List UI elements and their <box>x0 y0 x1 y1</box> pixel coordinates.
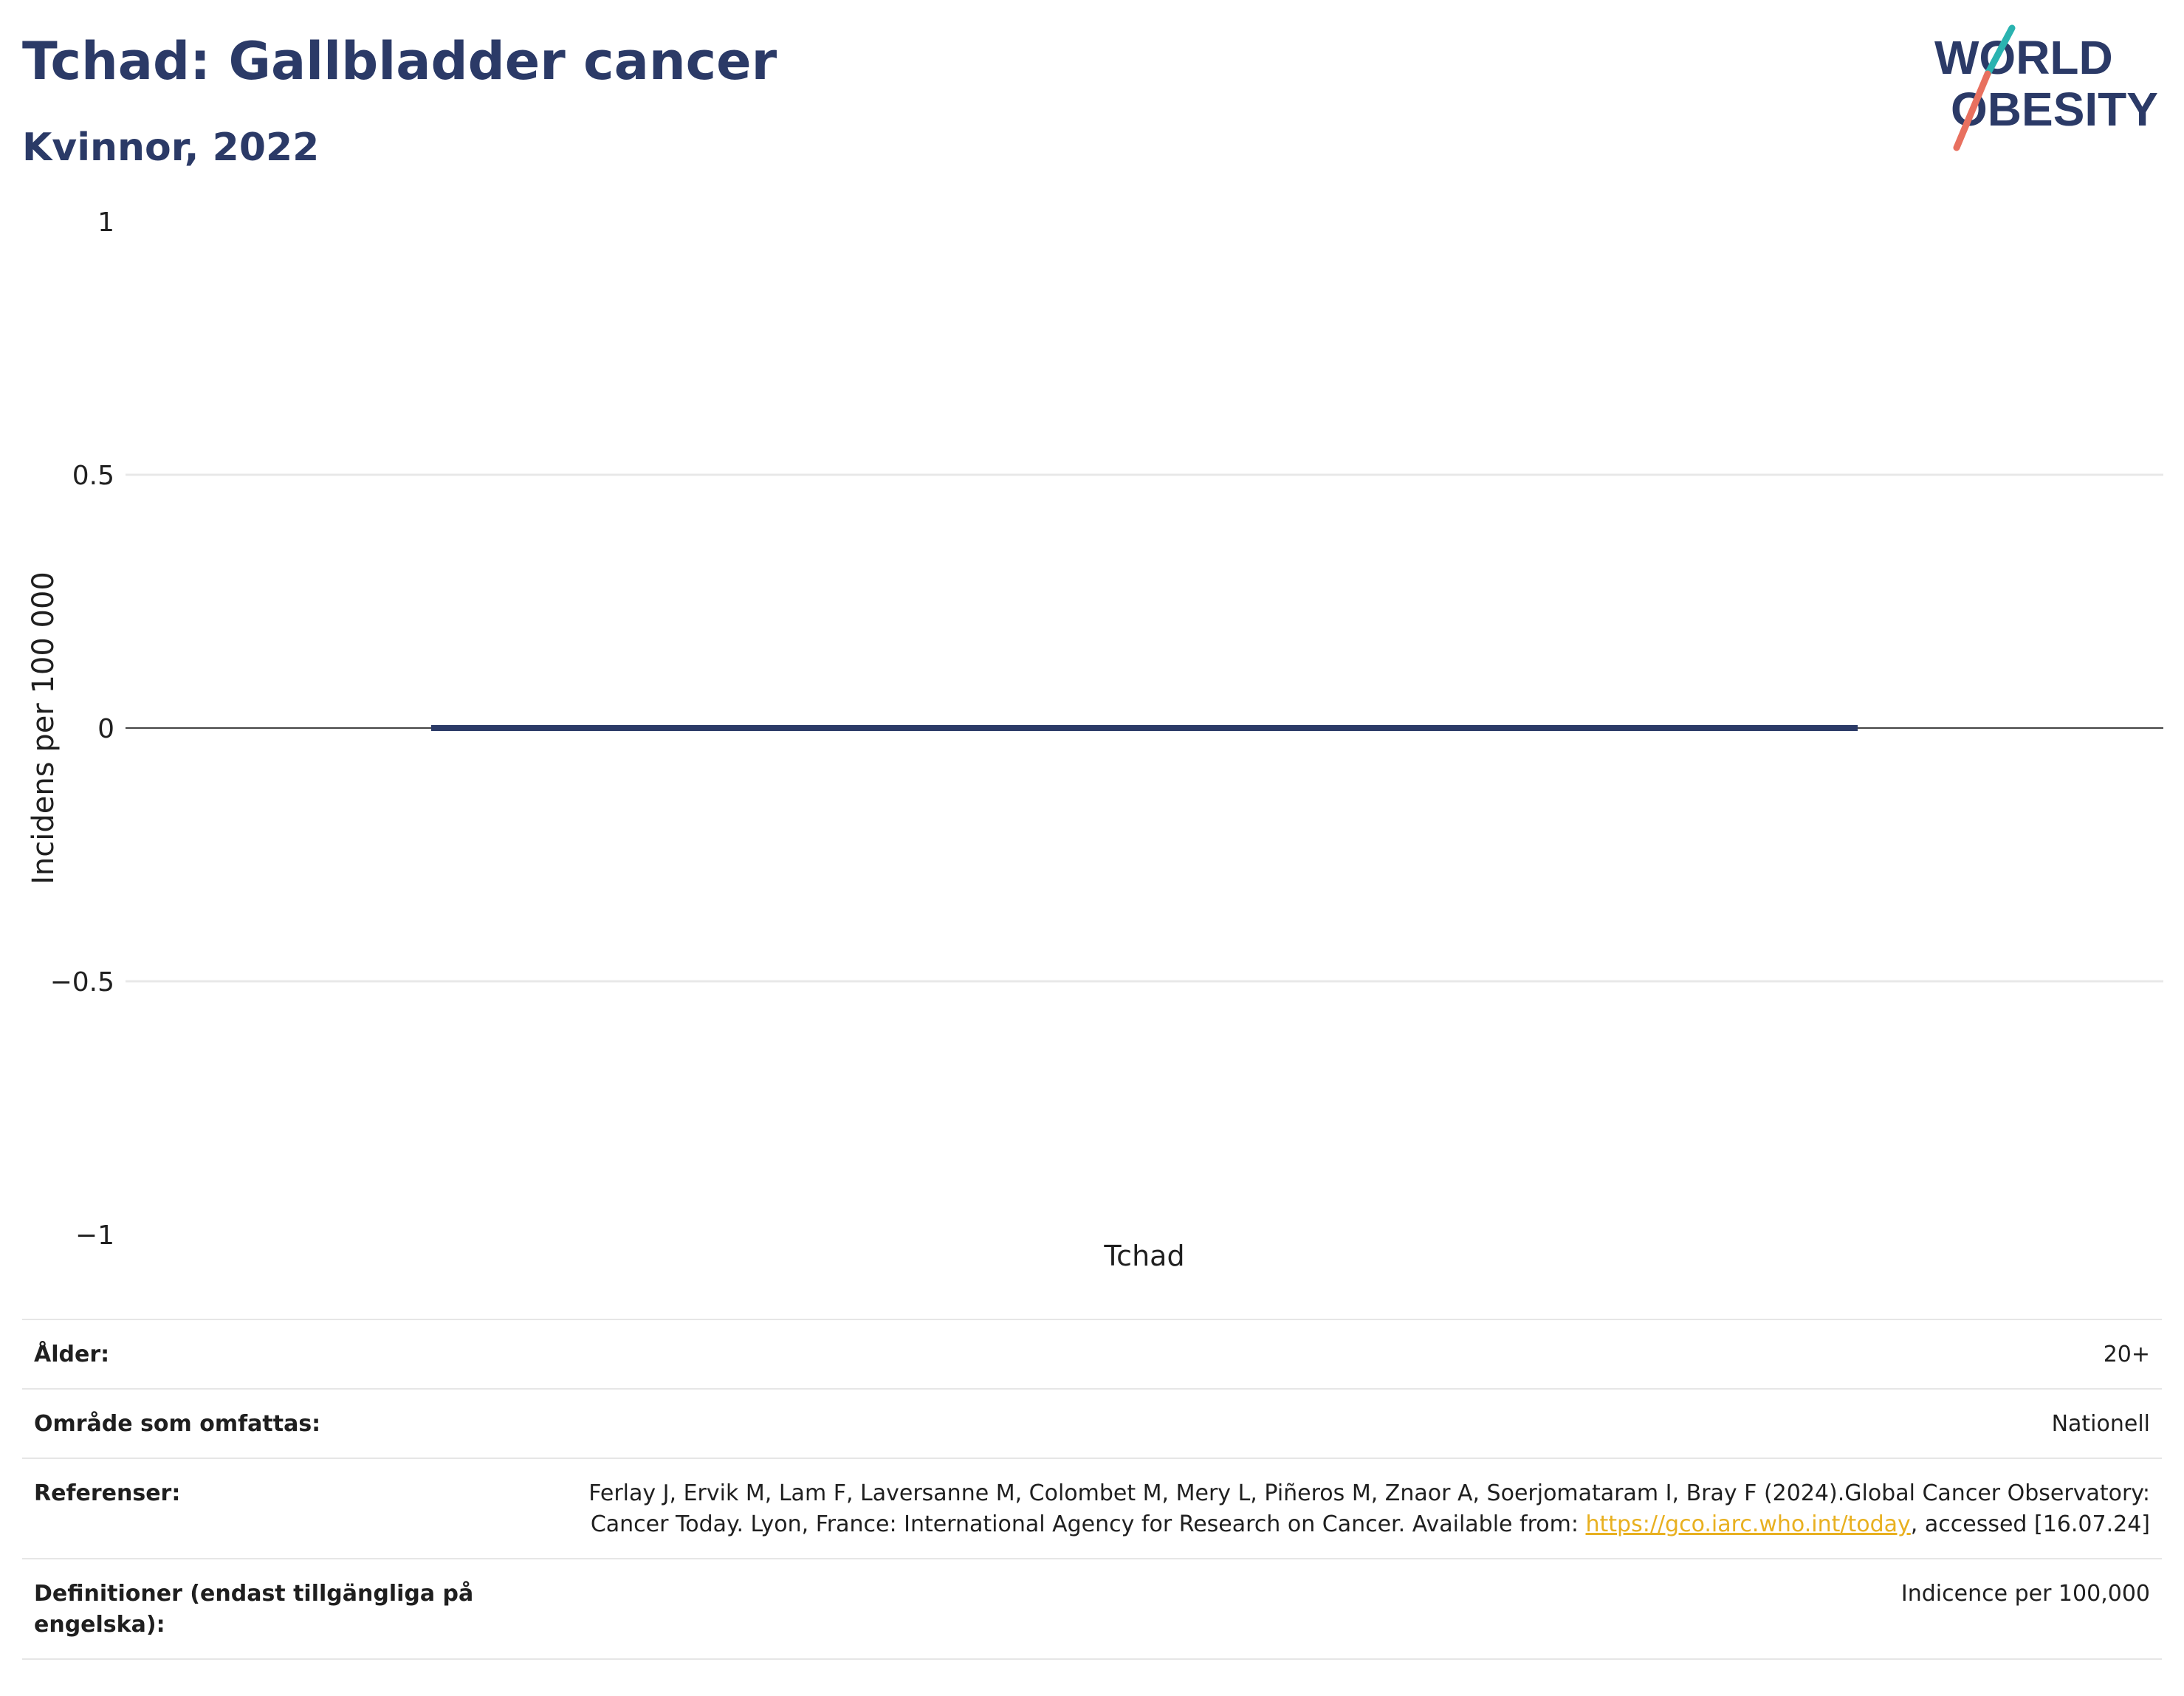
reference-accessed: , accessed [16.07.24] <box>1910 1511 2150 1537</box>
y-tick-label: 0.5 <box>72 461 114 491</box>
world-obesity-logo: WORLD OBESITY <box>1934 24 2158 151</box>
bar-tchad <box>431 725 1858 731</box>
meta-label-definitions: Definitioner (endast tillgängliga på eng… <box>34 1581 474 1638</box>
y-tick-label: 0 <box>97 714 114 744</box>
x-tick-label: Tchad <box>1103 1240 1184 1272</box>
y-tick-label: −0.5 <box>50 967 114 998</box>
reference-link[interactable]: https://gco.iarc.who.int/today <box>1585 1511 1911 1537</box>
logo-slash-teal <box>1984 24 2016 78</box>
meta-value-references: Ferlay J, Ervik M, Lam F, Laversanne M, … <box>563 1478 2150 1540</box>
y-tick-labels: 1 0.5 0 −0.5 −1 <box>50 207 114 1251</box>
y-tick-label: 1 <box>97 207 114 238</box>
page-subtitle: Kvinnor, 2022 <box>22 126 320 170</box>
metadata-table: Ålder: 20+ Område som omfattas: Nationel… <box>22 1319 2162 1660</box>
logo-line2: OBESITY <box>1951 83 2158 136</box>
x-tick-labels: Tchad <box>1103 1240 1184 1272</box>
meta-value-definitions: Indicence per 100,000 <box>1900 1581 2150 1607</box>
logo-slash-coral <box>1953 70 1991 151</box>
meta-label-age: Ålder: <box>34 1342 110 1367</box>
page-title: Tchad: Gallbladder cancer <box>22 31 777 92</box>
meta-label-coverage: Område som omfattas: <box>34 1411 321 1437</box>
bar-chart: 1 0.5 0 −0.5 −1 Tchad Incidens per 100 000 <box>27 207 2163 1272</box>
bars <box>431 725 1858 731</box>
meta-row-definitions: Definitioner (endast tillgängliga på eng… <box>22 1558 2162 1660</box>
reference-text: Ferlay J, Ervik M, Lam F, Laversanne M, … <box>588 1480 2150 1537</box>
meta-label-references: Referenser: <box>34 1480 181 1506</box>
logo-line1: WORLD <box>1934 31 2113 84</box>
y-axis-label: Incidens per 100 000 <box>27 571 61 885</box>
meta-value-age: 20+ <box>2103 1342 2150 1367</box>
meta-row-age: Ålder: 20+ <box>22 1319 2162 1388</box>
y-tick-label: −1 <box>75 1220 114 1251</box>
meta-value-coverage: Nationell <box>2051 1411 2150 1437</box>
meta-row-references: Referenser: Ferlay J, Ervik M, Lam F, La… <box>22 1458 2162 1558</box>
meta-row-coverage: Område som omfattas: Nationell <box>22 1388 2162 1458</box>
